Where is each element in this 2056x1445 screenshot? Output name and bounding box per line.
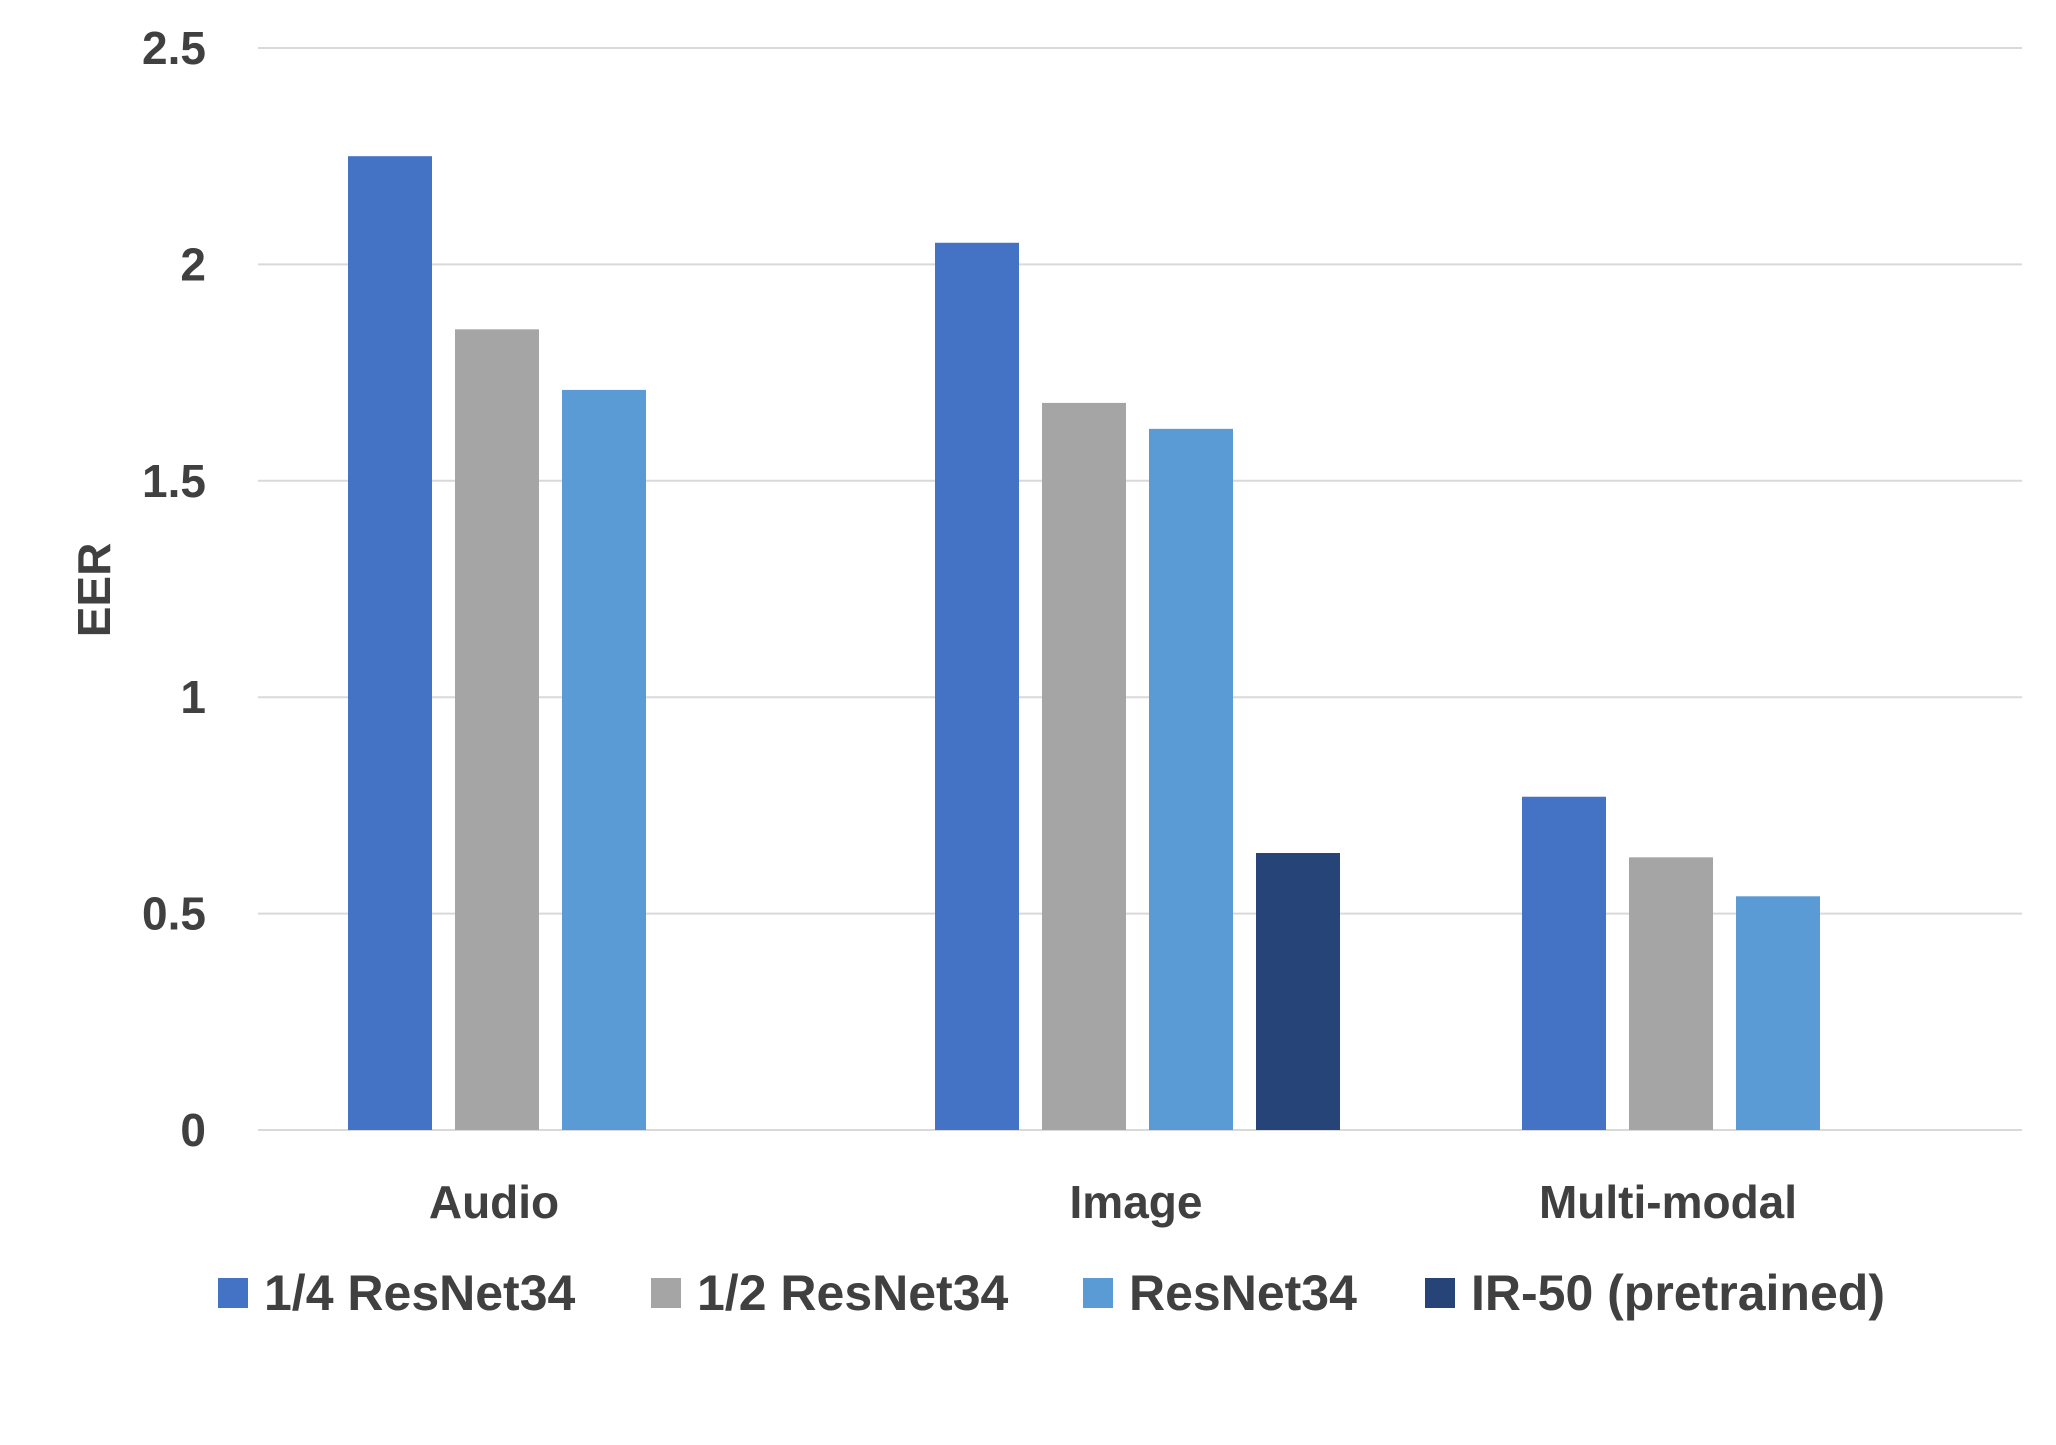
legend-swatch [218, 1278, 248, 1308]
legend: 1/4 ResNet34 1/2 ResNet34 ResNet34 IR-50 (p… [218, 1265, 1885, 1321]
y-axis-title: EER [68, 543, 120, 638]
legend-label: ResNet34 [1129, 1265, 1357, 1321]
legend-swatch [1083, 1278, 1113, 1308]
legend-item: 1/4 ResNet34 [218, 1265, 575, 1321]
y-tick-label: 2 [180, 238, 206, 290]
y-tick-label: 0.5 [142, 888, 206, 940]
bar-2-1 [1629, 857, 1713, 1130]
legend-label: 1/2 ResNet34 [697, 1265, 1008, 1321]
legend-label: 1/4 ResNet34 [264, 1265, 575, 1321]
bars [348, 156, 1820, 1130]
bar-1-1 [1042, 402, 1126, 1130]
y-tick-label: 2.5 [142, 22, 206, 74]
y-tick-label: 1.5 [142, 455, 206, 507]
x-category-label: Image [1070, 1176, 1203, 1228]
x-category-label: Audio [429, 1176, 559, 1228]
x-axis-categories: Audio Image Multi-modal [429, 1176, 1797, 1228]
gridlines [258, 47, 2022, 1131]
bar-0-2 [562, 389, 646, 1130]
legend-swatch [1425, 1278, 1455, 1308]
bar-0-1 [455, 329, 539, 1130]
bar-0-0 [348, 156, 432, 1130]
y-tick-label: 1 [180, 671, 206, 723]
bar-1-3 [1256, 853, 1340, 1130]
y-axis-ticks: 0 0.5 1 1.5 2 2.5 [142, 22, 206, 1156]
bar-2-2 [1736, 896, 1820, 1130]
bar-2-0 [1522, 796, 1606, 1130]
legend-item: 1/2 ResNet34 [651, 1265, 1008, 1321]
legend-swatch [651, 1278, 681, 1308]
y-tick-label: 0 [180, 1104, 206, 1156]
legend-label: IR-50 (pretrained) [1471, 1265, 1885, 1321]
legend-item: IR-50 (pretrained) [1425, 1265, 1885, 1321]
bar-1-0 [935, 242, 1019, 1130]
bar-1-2 [1149, 428, 1233, 1130]
legend-item: ResNet34 [1083, 1265, 1357, 1321]
x-category-label: Multi-modal [1539, 1176, 1797, 1228]
